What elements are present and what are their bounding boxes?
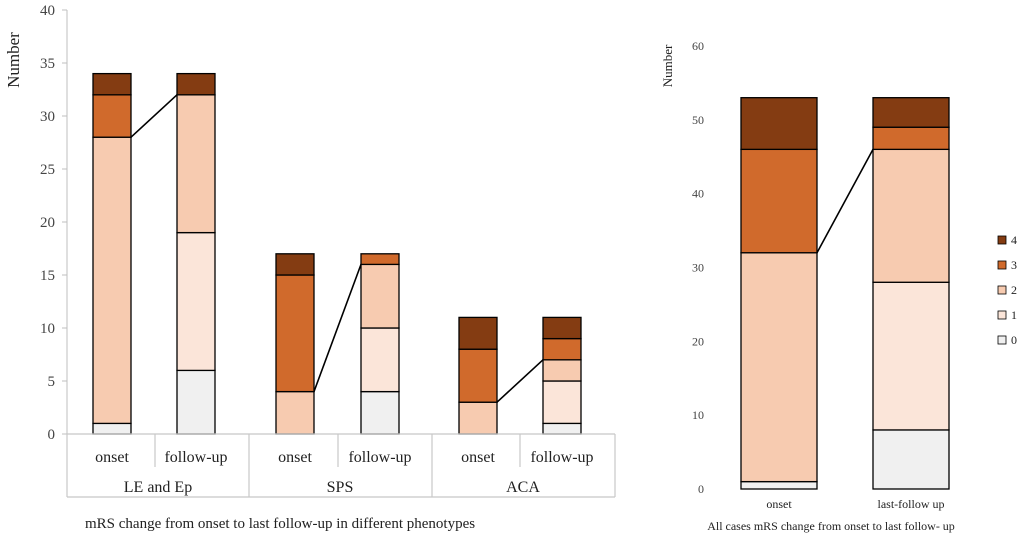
left-y-tick-label: 35 <box>40 56 55 72</box>
bar-segment-mrs-0 <box>542 422 582 435</box>
bar-segment-mrs-3 <box>92 94 132 138</box>
left-y-tick-label: 30 <box>40 109 55 125</box>
bar-segment-mrs-3 <box>275 274 315 393</box>
left-y-tick-label: 10 <box>40 321 55 337</box>
right-y-ticks: 0 10 20 30 40 50 60 <box>692 39 704 496</box>
right-y-tick-label: 60 <box>692 39 704 53</box>
legend-swatch-mrs-0 <box>997 335 1007 345</box>
bar-segment-mrs-4 <box>176 72 216 96</box>
bar-segment-mrs-3 <box>458 348 498 403</box>
legend-swatch-mrs-1 <box>997 310 1007 320</box>
right-y-tick-label: 20 <box>692 334 704 348</box>
bar-segment-mrs-1 <box>542 380 582 425</box>
bar-segment-mrs-0 <box>872 429 950 490</box>
right-y-tick-label: 40 <box>692 187 704 201</box>
bar-label: follow-up <box>164 449 227 466</box>
bar-segment-mrs-1 <box>872 281 950 431</box>
bar-segment-mrs-4 <box>92 72 132 96</box>
bar-label: onset <box>278 449 312 466</box>
bar-segment-mrs-4 <box>740 97 818 151</box>
bar-segment-mrs-4 <box>542 316 582 340</box>
bar-label: onset <box>766 497 792 511</box>
left-y-ticks: 0 5 10 15 20 25 30 35 40 <box>40 3 68 443</box>
legend-label: 2 <box>1011 283 1017 297</box>
bar-label: follow-up <box>348 449 411 466</box>
bar-segment-mrs-3 <box>360 253 400 266</box>
bar-segment-mrs-0 <box>176 369 216 435</box>
bar-segment-mrs-2 <box>92 136 132 425</box>
bar-segment-mrs-3 <box>872 126 950 151</box>
bar-label: onset <box>95 449 129 466</box>
legend-label: 3 <box>1011 258 1017 272</box>
bar-label: onset <box>461 449 495 466</box>
connector-line <box>496 359 544 403</box>
left-y-tick-label: 40 <box>40 3 55 19</box>
left-y-tick-label: 25 <box>40 162 55 178</box>
left-category-labels: onset follow-up onset follow-up onset follow-… <box>95 449 593 496</box>
bar-segment-mrs-2 <box>872 148 950 283</box>
left-y-tick-label: 15 <box>40 268 55 284</box>
legend-label: 4 <box>1011 233 1017 247</box>
right-connectors <box>816 148 874 254</box>
right-x-axis-title: All cases mRS change from onset to last … <box>707 519 955 533</box>
legend-swatch-mrs-4 <box>997 235 1007 245</box>
bar-segment-mrs-0 <box>740 480 818 490</box>
bar-segment-mrs-0 <box>92 422 132 435</box>
legend: 4 3 2 1 0 <box>997 233 1017 347</box>
legend-label: 0 <box>1011 333 1017 347</box>
connector-line <box>313 264 362 392</box>
legend-swatch-mrs-3 <box>997 260 1007 270</box>
bar-segment-mrs-4 <box>458 316 498 350</box>
connector-line <box>816 148 874 254</box>
bar-segment-mrs-2 <box>740 252 818 483</box>
bar-segment-mrs-2 <box>176 94 216 234</box>
bar-segment-mrs-2 <box>275 390 315 435</box>
connector-line <box>130 94 178 138</box>
legend-swatch-mrs-2 <box>997 285 1007 295</box>
right-category-labels: onset last-follow up <box>766 497 944 511</box>
group-label: LE and Ep <box>124 479 192 496</box>
right-y-axis-title: Number <box>660 44 675 87</box>
bar-label: last-follow up <box>878 497 945 511</box>
right-bars <box>740 97 950 490</box>
bar-segment-mrs-4 <box>275 253 315 276</box>
bar-segment-mrs-1 <box>176 231 216 372</box>
bar-label: follow-up <box>530 449 593 466</box>
bar-segment-mrs-2 <box>542 359 582 382</box>
group-label: SPS <box>327 479 354 496</box>
group-label: ACA <box>506 479 540 496</box>
left-x-axis-title: mRS change from onset to last follow-up … <box>85 516 475 532</box>
left-y-tick-label: 0 <box>48 427 56 443</box>
bar-segment-mrs-2 <box>458 401 498 435</box>
bar-segment-mrs-4 <box>872 97 950 128</box>
right-y-tick-label: 30 <box>692 261 704 275</box>
bar-segment-mrs-2 <box>360 263 400 329</box>
left-connectors <box>130 94 544 403</box>
left-y-tick-label: 20 <box>40 215 55 231</box>
bar-segment-mrs-0 <box>360 390 400 435</box>
left-category-frame <box>66 433 616 498</box>
bar-segment-mrs-3 <box>740 148 818 254</box>
bar-segment-mrs-1 <box>360 327 400 393</box>
right-y-tick-label: 50 <box>692 113 704 127</box>
legend-label: 1 <box>1011 308 1017 322</box>
left-bars <box>92 72 582 435</box>
right-y-tick-label: 10 <box>692 408 704 422</box>
left-y-axis-title: Number <box>4 32 23 88</box>
right-y-tick-label: 0 <box>698 482 704 496</box>
left-y-tick-label: 5 <box>48 374 56 390</box>
bar-segment-mrs-3 <box>542 337 582 361</box>
